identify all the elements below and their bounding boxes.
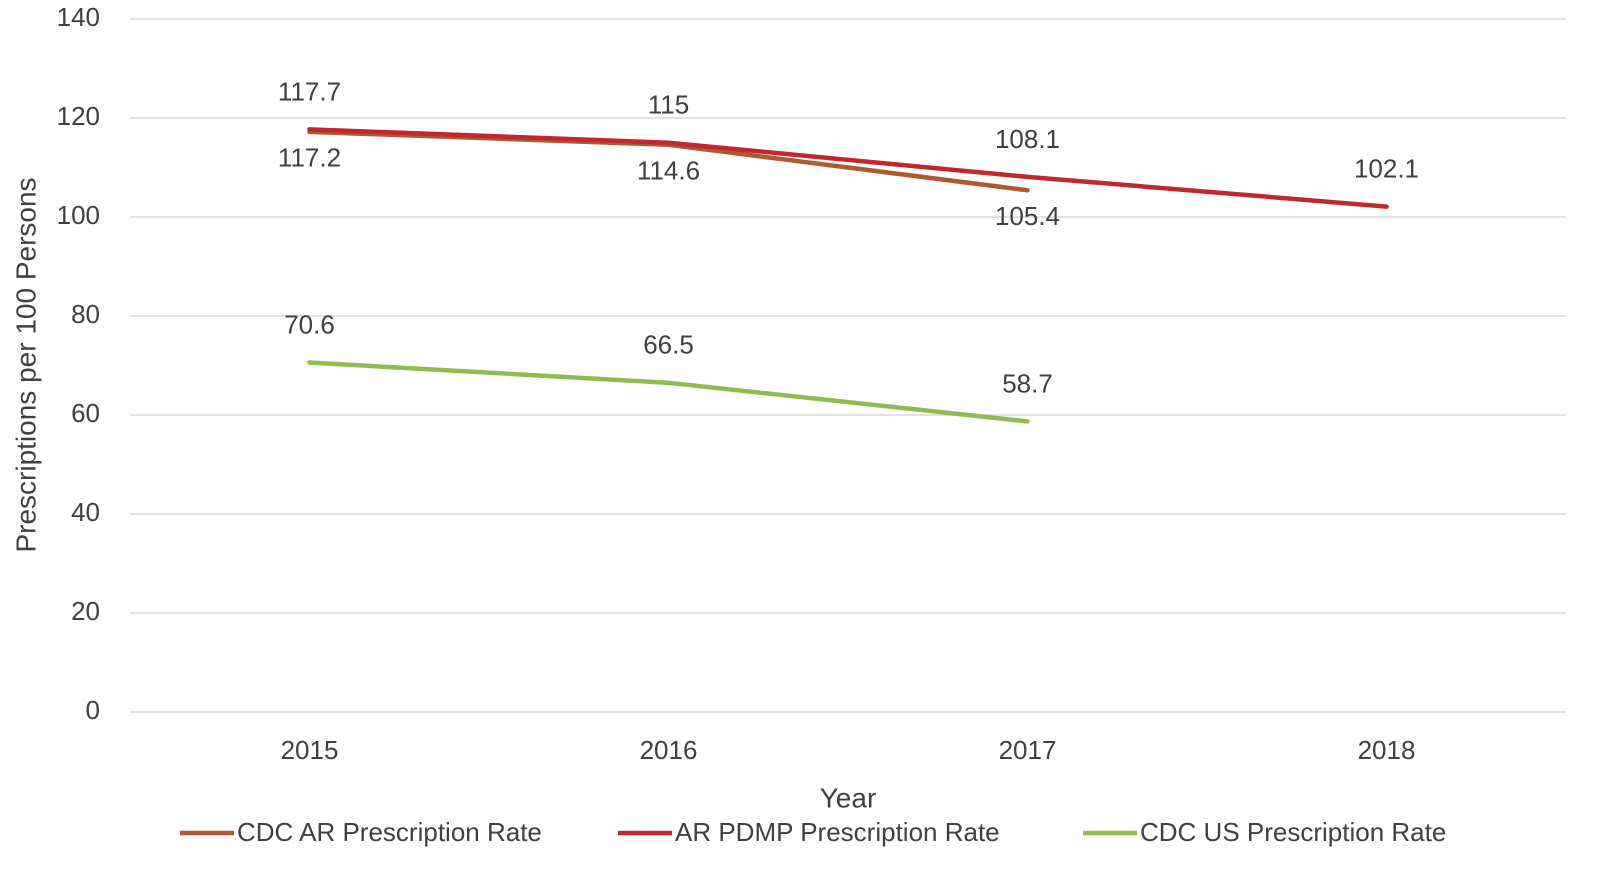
x-tick-label: 2018 [1358,735,1416,765]
y-tick-label: 100 [57,200,100,230]
legend-label: CDC US Prescription Rate [1140,817,1446,847]
data-label: 58.7 [1002,368,1053,398]
data-label: 115 [648,90,689,120]
y-tick-label: 40 [71,497,100,527]
series-line [307,127,1389,209]
data-label: 66.5 [643,330,694,360]
data-label: 70.6 [284,309,335,339]
x-tick-label: 2016 [640,735,698,765]
y-tick-label: 60 [71,398,100,428]
legend-label: CDC AR Prescription Rate [237,817,542,847]
data-label: 105.4 [995,201,1060,231]
y-tick-label: 0 [86,695,100,725]
data-label: 117.2 [278,143,341,173]
y-tick-label: 80 [71,299,100,329]
y-tick-label: 120 [57,101,100,131]
x-axis-title: Year [820,782,877,813]
x-tick-label: 2015 [281,735,339,765]
legend-label: AR PDMP Prescription Rate [675,817,1000,847]
y-tick-label: 20 [71,596,100,626]
data-label: 108.1 [995,124,1060,154]
data-label: 114.6 [637,156,700,186]
data-label: 102.1 [1354,153,1419,183]
series-line [307,360,1030,424]
data-label: 117.7 [278,76,341,106]
x-tick-label: 2017 [999,735,1057,765]
y-tick-label: 140 [57,2,100,32]
y-axis-title: Prescriptions per 100 Persons [10,177,41,552]
